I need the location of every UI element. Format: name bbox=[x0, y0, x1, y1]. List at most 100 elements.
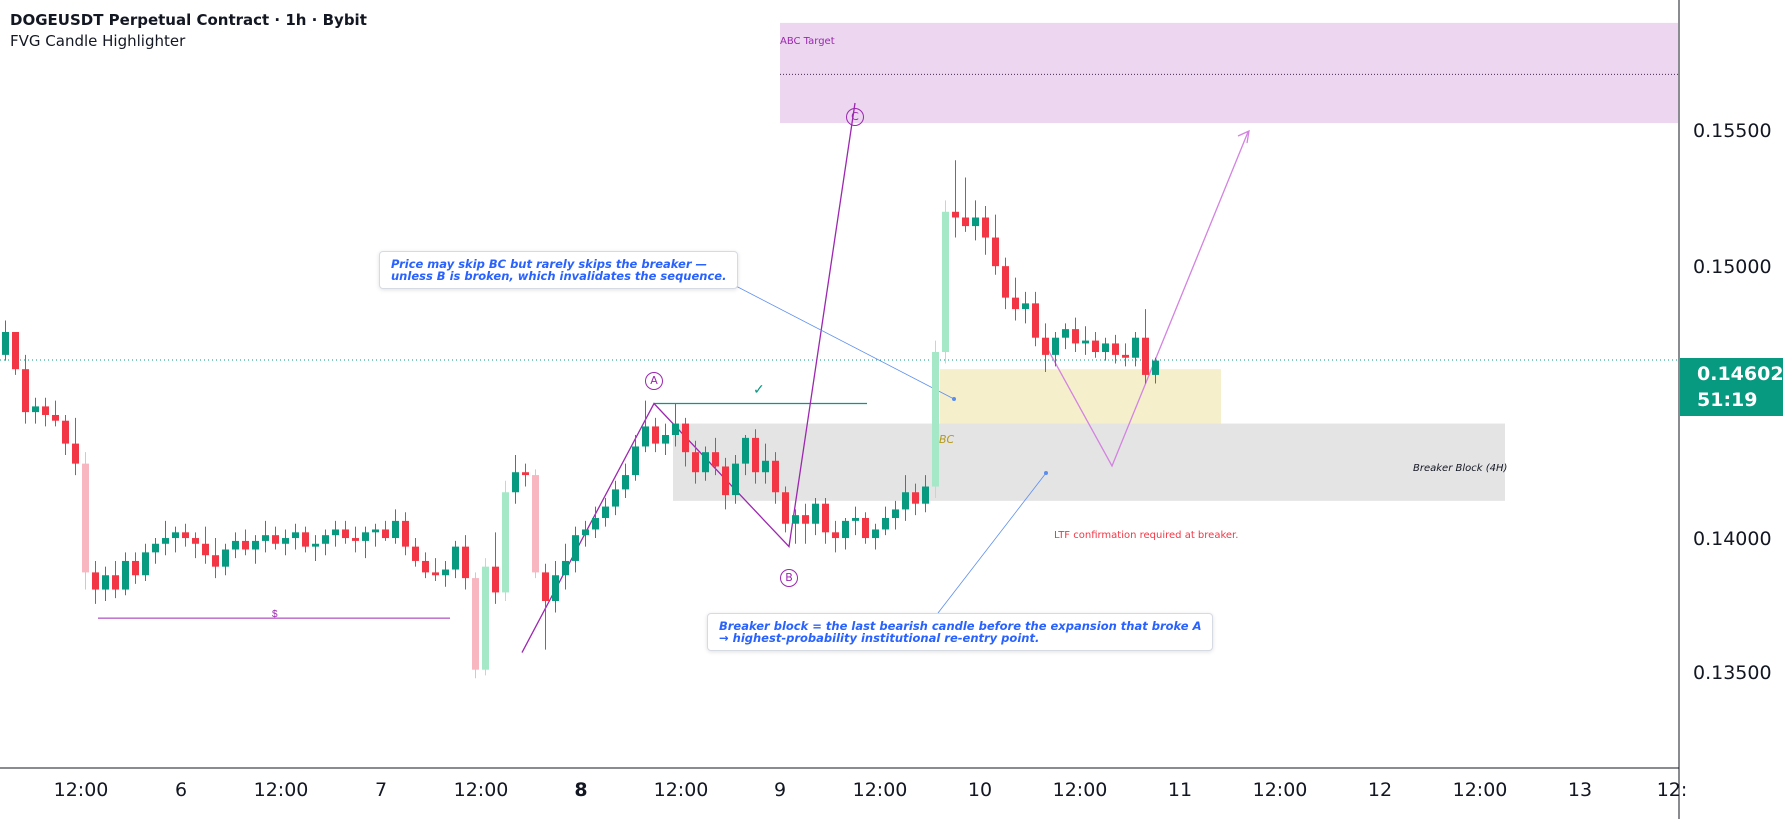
candle-body bbox=[982, 217, 989, 238]
candle-body bbox=[692, 452, 699, 473]
candle-body bbox=[912, 492, 919, 504]
abc-wave-path bbox=[521, 102, 856, 653]
candle-body bbox=[82, 463, 89, 573]
candle-body bbox=[572, 535, 579, 561]
candle-body bbox=[152, 543, 159, 553]
candle-body bbox=[812, 503, 819, 524]
indicator-name[interactable]: FVG Candle Highlighter bbox=[10, 32, 186, 50]
note-skip-bc[interactable]: Price may skip BC but rarely skips the b… bbox=[379, 251, 739, 289]
candle-body bbox=[1082, 340, 1089, 344]
time-tick: 7 bbox=[374, 779, 388, 801]
time-tick: 12:00 bbox=[852, 779, 908, 801]
time-tick: 13 bbox=[1567, 779, 1593, 801]
time-tick: 12:00 bbox=[1452, 779, 1508, 801]
candle-body bbox=[252, 540, 259, 550]
candle-body bbox=[752, 437, 759, 473]
candle-body bbox=[122, 560, 129, 590]
candle-body bbox=[162, 538, 169, 544]
candle-body bbox=[662, 435, 669, 444]
candle-body bbox=[62, 420, 69, 444]
candle-body bbox=[72, 443, 79, 464]
candle-body bbox=[702, 452, 709, 473]
candle-body bbox=[322, 535, 329, 544]
candle-body bbox=[262, 535, 269, 541]
candle-body bbox=[1022, 303, 1029, 310]
candle-body bbox=[212, 555, 219, 567]
candle-body bbox=[802, 515, 809, 524]
candle-body bbox=[792, 515, 799, 524]
price-tick: 0.13500 bbox=[1693, 662, 1772, 684]
note-connector bbox=[937, 472, 1047, 614]
candle-body bbox=[272, 535, 279, 544]
candle-body bbox=[742, 437, 749, 464]
candle-body bbox=[132, 560, 139, 576]
candle-body bbox=[1152, 360, 1159, 375]
candle-body bbox=[312, 543, 319, 547]
candle-body bbox=[782, 492, 789, 524]
candle-body bbox=[652, 426, 659, 444]
candle-body bbox=[992, 237, 999, 267]
time-tick: 12 bbox=[1367, 779, 1393, 801]
liquidity-dollar-mark: $ bbox=[272, 609, 278, 620]
price-tick: 0.15500 bbox=[1693, 120, 1772, 142]
candle-body bbox=[632, 446, 639, 476]
candle-body bbox=[852, 518, 859, 521]
time-tick: 12:00 bbox=[453, 779, 509, 801]
candle-body bbox=[672, 423, 679, 436]
note-connector-dot bbox=[952, 397, 956, 401]
candle-body bbox=[922, 486, 929, 504]
note-breaker-block[interactable]: Breaker block = the last bearish candle … bbox=[707, 613, 1214, 651]
candle-body bbox=[12, 331, 19, 370]
candle-body bbox=[512, 472, 519, 493]
note-connector-dot bbox=[1044, 471, 1048, 475]
time-tick: 6 bbox=[174, 779, 188, 801]
candle-body bbox=[102, 575, 109, 590]
last-price-value: 0.14602 bbox=[1697, 363, 1784, 385]
abc-target-label: ABC Target bbox=[780, 36, 835, 47]
time-tick: 10 bbox=[967, 779, 993, 801]
candle-body bbox=[92, 572, 99, 590]
candle-body bbox=[1142, 337, 1149, 375]
candle-body bbox=[902, 492, 909, 510]
candle-body bbox=[442, 569, 449, 576]
price-tick: 0.14000 bbox=[1693, 528, 1772, 550]
candle-body bbox=[822, 503, 829, 533]
candle-body bbox=[382, 529, 389, 539]
candle-body bbox=[402, 520, 409, 547]
candle-body bbox=[1072, 329, 1079, 344]
candle-body bbox=[882, 518, 889, 530]
candle-body bbox=[612, 489, 619, 507]
candle-body bbox=[1012, 297, 1019, 310]
candle-body bbox=[142, 552, 149, 576]
candle-body bbox=[1102, 343, 1109, 353]
candle-body bbox=[762, 460, 769, 473]
time-tick: 12:00 bbox=[1052, 779, 1108, 801]
candle-body bbox=[412, 546, 419, 561]
ltf-confirmation-text: LTF confirmation required at breaker. bbox=[1054, 530, 1239, 541]
breaker-block-label: Breaker Block (4H) bbox=[1413, 463, 1508, 474]
candle-body bbox=[832, 532, 839, 539]
candle-body bbox=[112, 575, 119, 590]
candle-body bbox=[342, 529, 349, 539]
candle-body bbox=[1002, 266, 1009, 298]
candle-body bbox=[712, 452, 719, 467]
candle-body bbox=[602, 506, 609, 519]
candle-body bbox=[452, 546, 459, 570]
candle-body bbox=[1132, 337, 1139, 358]
candle-body bbox=[462, 546, 469, 579]
candle-body bbox=[202, 543, 209, 556]
wave-point-c: C bbox=[846, 108, 864, 126]
candle-body bbox=[432, 572, 439, 576]
bar-countdown: 51:19 bbox=[1697, 389, 1758, 411]
candle-body bbox=[242, 540, 249, 550]
candle-body bbox=[562, 560, 569, 576]
time-tick: 12: bbox=[1656, 779, 1688, 801]
abc-target-zone bbox=[780, 22, 1678, 124]
checkmark-icon: ✓ bbox=[753, 381, 765, 397]
candle-body bbox=[872, 529, 879, 539]
candle-body bbox=[532, 475, 539, 573]
candle-body bbox=[772, 460, 779, 493]
candle-body bbox=[492, 566, 499, 593]
candle-body bbox=[232, 540, 239, 550]
